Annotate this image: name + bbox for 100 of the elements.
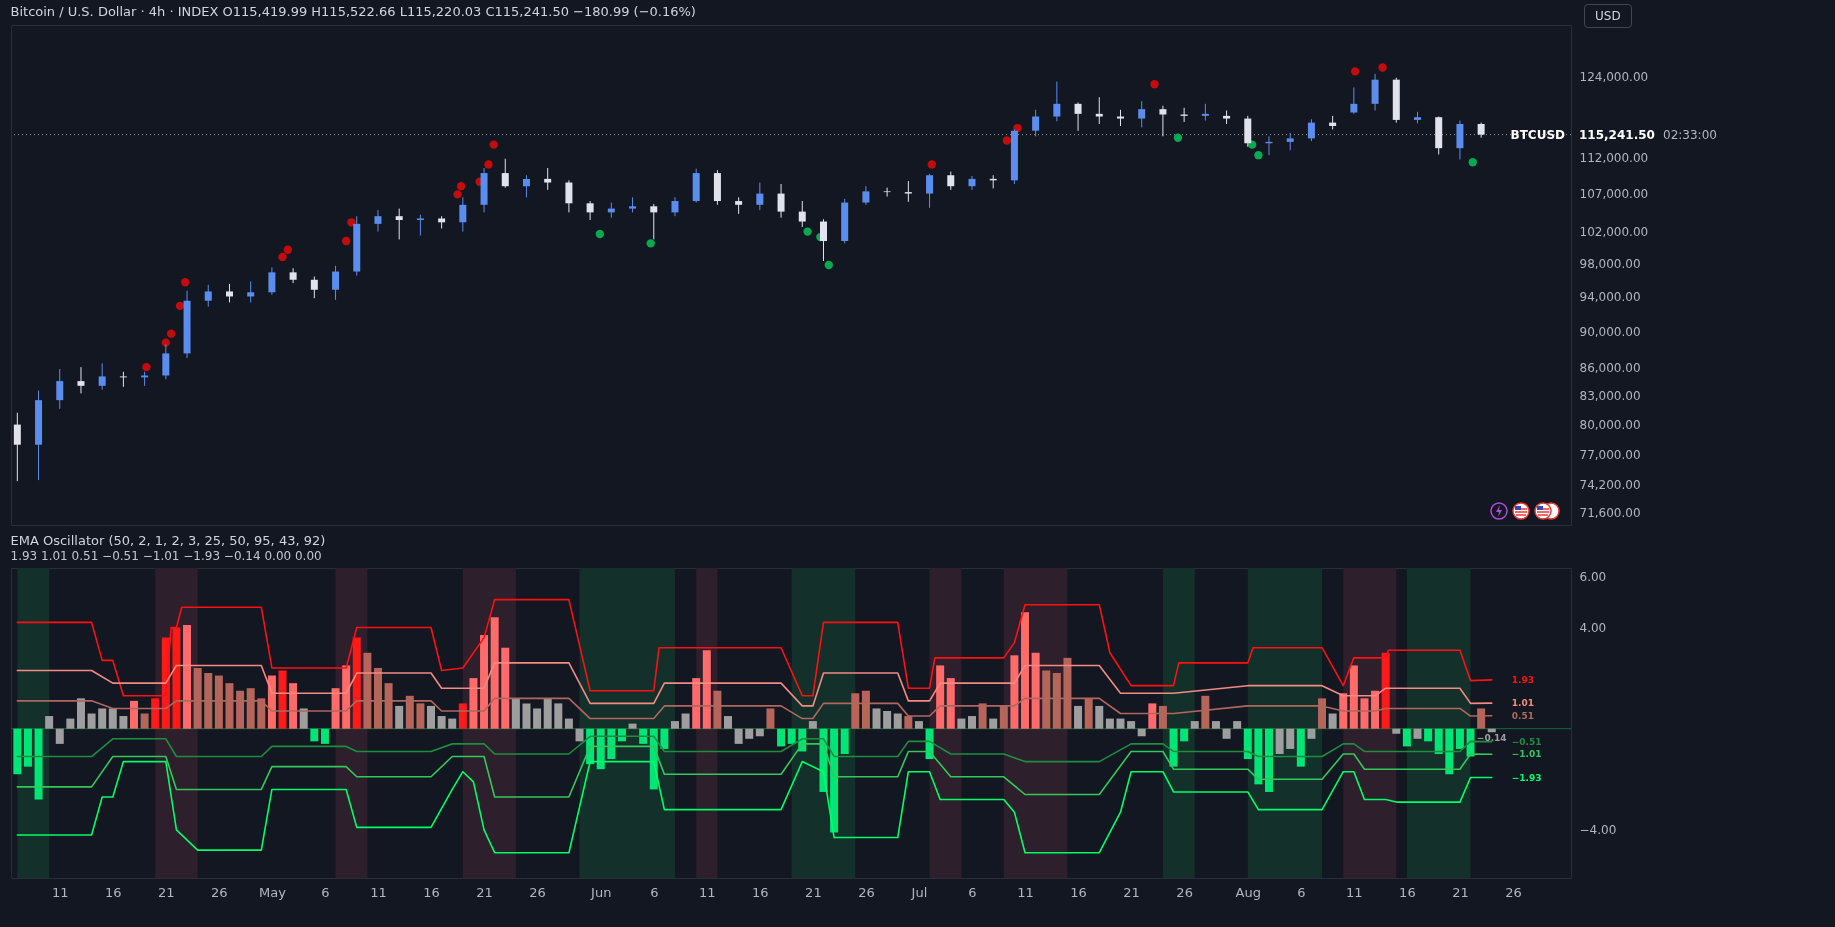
candlestick [1053, 81, 1061, 122]
candlestick [416, 214, 424, 237]
candlestick [501, 158, 509, 189]
bar [1169, 728, 1178, 767]
bar [1254, 728, 1263, 785]
y-tick-label: 107,000.00 [1579, 187, 1649, 202]
bar [628, 723, 637, 729]
y-tick-label: 124,000.00 [1579, 69, 1649, 84]
y-tick-label: 77,000.00 [1579, 448, 1641, 463]
bar [564, 718, 573, 729]
bar [1349, 665, 1358, 729]
bar [734, 728, 743, 744]
bar [98, 708, 107, 729]
bar [840, 728, 849, 754]
candlestick [671, 196, 679, 217]
x-tick-label: Aug [1235, 884, 1261, 900]
candlestick [756, 182, 764, 211]
x-tick-label: 11 [370, 884, 387, 900]
bar [490, 617, 499, 729]
bar [967, 716, 976, 729]
line-series [16, 760, 1493, 854]
data-label: 1.93 [1511, 674, 1534, 685]
data-label: −0.14 [1476, 733, 1507, 744]
candlestick [77, 366, 85, 394]
bar [458, 703, 467, 729]
bar [554, 703, 563, 729]
y-tick-label: 90,000.00 [1579, 324, 1641, 339]
x-tick-label: 16 [752, 884, 769, 900]
bar [1371, 690, 1380, 729]
bar [575, 728, 584, 742]
bar [299, 708, 308, 729]
bar [724, 716, 733, 729]
bar [830, 728, 839, 833]
candlestick [1032, 109, 1040, 137]
bar [522, 703, 531, 729]
y-tick-label: 83,000.00 [1579, 388, 1641, 403]
x-tick-label: 16 [1070, 884, 1087, 900]
bar [755, 728, 764, 737]
bar [1074, 705, 1083, 729]
y-tick-label: 80,000.00 [1579, 418, 1641, 433]
bar [501, 647, 510, 729]
text: 02:33:00 [1663, 127, 1717, 142]
y-tick-label: 6.00 [1579, 570, 1607, 585]
bar [1233, 721, 1242, 729]
bar [427, 705, 436, 729]
candlestick [247, 280, 255, 303]
candlestick [1095, 96, 1103, 125]
candlestick [310, 275, 318, 299]
x-tick-label: 21 [805, 884, 822, 900]
bar [543, 698, 552, 729]
bar [1424, 728, 1433, 742]
text: 1.93 1.01 0.51 −0.51 −1.01 −1.93 −0.14 0.00 0.00 [10, 549, 322, 563]
bar [1445, 728, 1454, 775]
chart-title: Bitcoin / U.S. Dollar · 4h · INDEX O115,419.99 H115,522.66 L115,220.03 C115,241.50 −180.99 (−0.16%) [10, 4, 696, 19]
candlestick [374, 209, 382, 233]
data-label: −0.51 [1511, 736, 1542, 747]
candlestick [947, 171, 955, 191]
bar [1434, 728, 1443, 754]
bar [1392, 728, 1401, 734]
bar [1021, 612, 1030, 729]
bar [480, 635, 489, 729]
y-tick-label: 86,000.00 [1579, 360, 1641, 375]
candlestick [1074, 102, 1082, 132]
data-label: 1.01 [1511, 698, 1534, 709]
candlestick [395, 208, 403, 240]
bar [1127, 721, 1136, 729]
bar [1105, 718, 1114, 729]
bar [511, 698, 520, 729]
candlestick [1350, 86, 1358, 115]
x-tick-label: 11 [51, 884, 69, 900]
x-tick-label: Jul [910, 884, 928, 900]
bar [320, 728, 329, 744]
x-tick-label: 26 [529, 884, 546, 900]
candlestick [56, 368, 64, 410]
x-tick-label: 6 [650, 884, 659, 900]
candlestick [883, 187, 891, 198]
bar [670, 721, 679, 729]
bar [130, 700, 139, 729]
bar [692, 678, 701, 729]
candlestick [1138, 100, 1146, 128]
data-label: −1.01 [1511, 749, 1542, 760]
candlestick [98, 362, 106, 391]
bar [1264, 728, 1273, 792]
bar [1402, 728, 1411, 747]
bar [289, 683, 298, 729]
bar [702, 650, 711, 729]
bar [1455, 728, 1464, 749]
bar [777, 728, 786, 747]
candlestick [544, 167, 552, 191]
bar [119, 716, 128, 729]
bar [872, 708, 881, 729]
bar [1360, 698, 1369, 729]
bar [1211, 721, 1220, 729]
bar [1095, 705, 1104, 729]
bar [331, 688, 340, 729]
x-tick-label: 16 [423, 884, 440, 900]
candlestick [1307, 118, 1315, 142]
y-tick-label: −4.00 [1579, 823, 1617, 838]
bar [1275, 728, 1284, 754]
bar [140, 713, 149, 729]
